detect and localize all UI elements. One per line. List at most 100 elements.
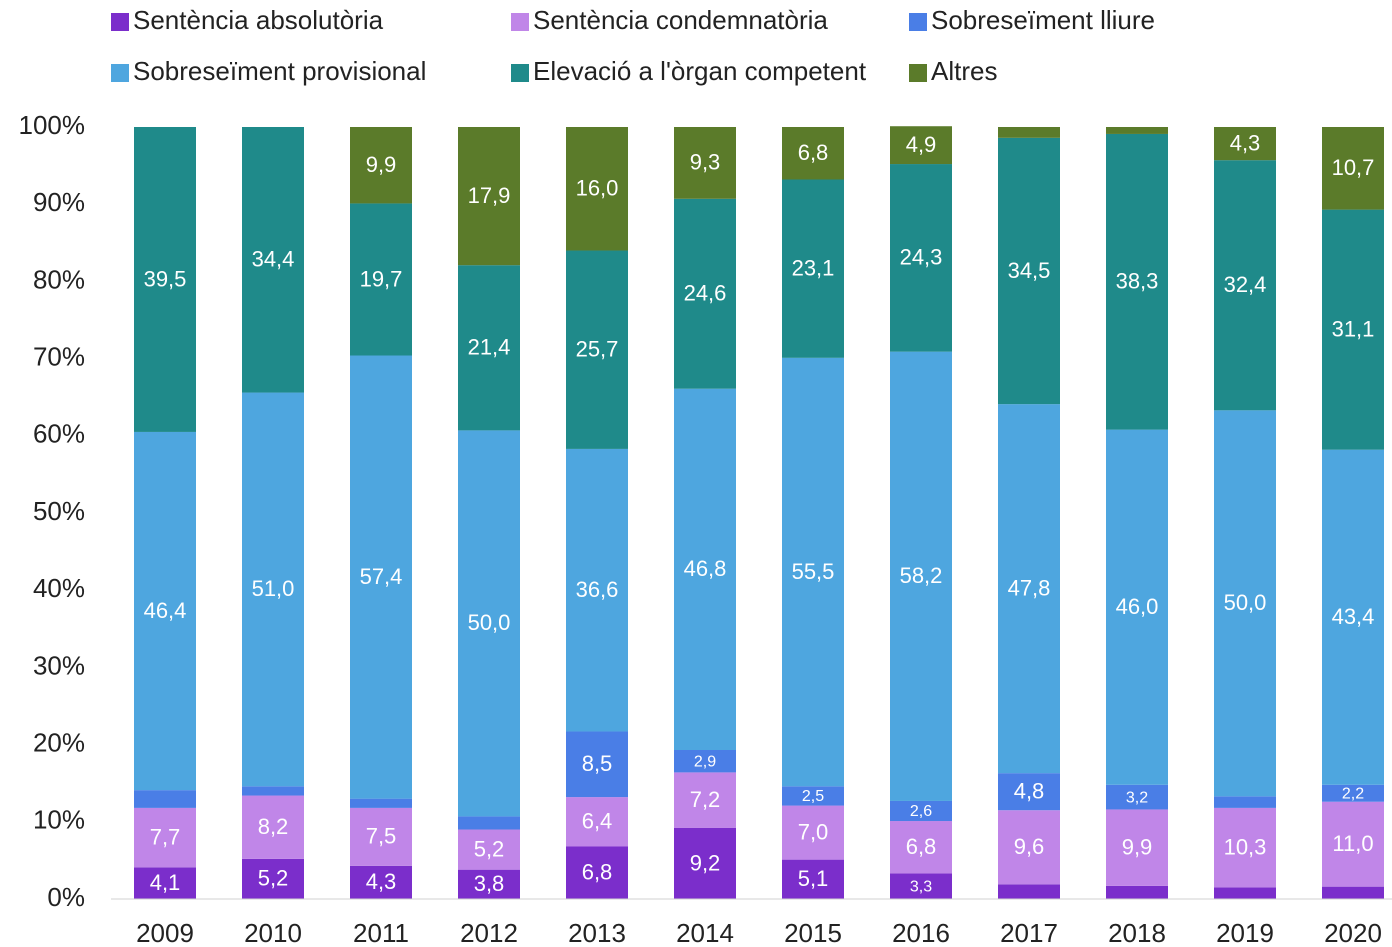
bar-segment [1106,809,1168,886]
bar-segment [566,127,628,251]
y-tick-label: 60% [33,419,85,449]
x-tick-label: 2019 [1216,918,1274,947]
data-label: 47,8 [1008,575,1051,600]
data-label: 39,5 [144,266,187,291]
data-label: 46,4 [144,598,187,623]
bar-segment [674,127,736,199]
bar-segment [782,179,844,358]
data-label: 9,9 [1122,834,1153,859]
data-label: 3,3 [910,878,932,895]
legend-swatch [909,13,927,31]
data-label: 8,2 [258,814,289,839]
data-label: 2,9 [694,753,716,770]
bar-segment [350,807,412,866]
bar-segment [1322,801,1384,887]
bar-segment [1106,127,1168,134]
x-tick-label: 2020 [1324,918,1382,947]
bar-segment [782,786,844,806]
bar-segment [1214,796,1276,808]
bar-segment [134,431,196,791]
bar-segment [350,355,412,799]
data-label: 55,5 [792,559,835,584]
data-label: 50,0 [468,610,511,635]
data-label: 4,3 [366,869,397,894]
bar-segment [998,137,1060,405]
data-label: 58,2 [900,563,943,588]
legend-label: Elevació a l'òrgan competent [533,56,867,86]
x-tick-label: 2017 [1000,918,1058,947]
data-label: 25,7 [576,337,619,362]
bar-segment [242,795,304,859]
legend-label: Sobreseïment lliure [931,5,1155,35]
y-tick-label: 70% [33,341,85,371]
y-tick-label: 90% [33,187,85,217]
bar-segment [1322,784,1384,802]
data-label: 5,2 [258,866,289,891]
y-tick-label: 0% [47,882,85,912]
bar-segment [350,203,412,356]
data-label: 4,9 [906,132,937,157]
bar-segment [242,786,304,796]
data-label: 7,7 [150,824,181,849]
legend-swatch [111,13,129,31]
data-label: 31,1 [1332,316,1375,341]
legend-swatch [909,64,927,82]
bar-segment [1322,209,1384,450]
bar-segment [998,810,1060,885]
x-tick-label: 2009 [136,918,194,947]
data-label: 4,8 [1014,779,1045,804]
bar-segment [998,404,1060,774]
bar-segment [1214,807,1276,888]
data-label: 9,6 [1014,834,1045,859]
bar-segment [674,827,736,899]
bar-segment [458,816,520,830]
data-label: 7,0 [798,819,829,844]
bar-segment [890,821,952,874]
bar-segment [890,164,952,352]
bar-segment [134,790,196,808]
y-tick-label: 10% [33,805,85,835]
legend-swatch [511,13,529,31]
y-tick-label: 50% [33,496,85,526]
legend-label: Sobreseïment provisional [133,56,426,86]
bar-segment [674,750,736,773]
x-tick-label: 2015 [784,918,842,947]
bar-segment [1322,449,1384,785]
data-label: 10,7 [1332,155,1375,180]
data-label: 34,5 [1008,258,1051,283]
data-label: 9,9 [366,152,397,177]
bar-segment [890,126,952,165]
data-label: 6,8 [906,834,937,859]
bar-segment [1214,160,1276,411]
data-label: 21,4 [468,335,511,360]
data-label: 57,4 [360,564,403,589]
data-label: 43,4 [1332,604,1375,629]
data-label: 32,4 [1224,272,1267,297]
data-label: 10,3 [1224,834,1267,859]
data-label: 46,0 [1116,594,1159,619]
bar-segment [566,846,628,899]
bar-segment [566,731,628,798]
bar-segment [782,805,844,860]
bar-segment [242,127,304,393]
x-tick-label: 2011 [353,918,409,947]
data-label: 3,8 [474,871,505,896]
bar-segment [242,392,304,787]
bar-segment [134,127,196,432]
data-label: 34,4 [252,247,295,272]
data-label: 4,3 [1230,130,1261,155]
bar-segment [350,865,412,899]
data-label: 9,3 [690,150,721,175]
bar-segment [458,829,520,870]
x-tick-label: 2018 [1108,918,1166,947]
legend-swatch [511,64,529,82]
x-tick-label: 2014 [676,918,734,947]
bar-segment [1106,885,1168,899]
data-label: 8,5 [582,751,613,776]
data-label: 6,4 [582,809,613,834]
bar-segment [674,198,736,389]
data-label: 50,0 [1224,590,1267,615]
bar-segment [1214,127,1276,161]
bar-segment [566,250,628,449]
